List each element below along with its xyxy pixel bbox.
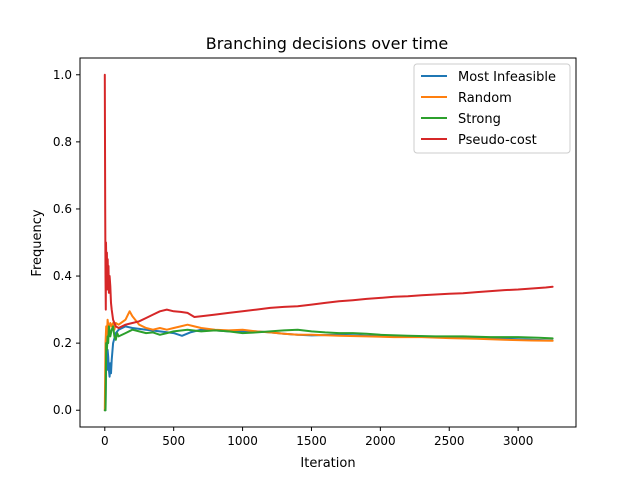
legend-box — [413, 63, 571, 154]
y-tick-label: 1.0 — [53, 68, 72, 82]
y-axis-label: Frequency — [30, 209, 45, 276]
x-tick-label: 2000 — [365, 434, 396, 448]
legend-label-strong: Strong — [458, 112, 501, 127]
legend-label-most-infeasible: Most Infeasible — [458, 70, 556, 85]
series-line-strong — [103, 325, 554, 412]
series-line-random — [103, 310, 554, 412]
legend-label-pseudo-cost: Pseudo-cost — [458, 133, 537, 148]
y-tick-label: 0.8 — [53, 135, 72, 149]
x-tick-label: 2500 — [434, 434, 465, 448]
plot-lines — [103, 73, 554, 412]
chart-title: Branching decisions over time — [206, 34, 449, 53]
series-line-pseudo-cost — [103, 73, 554, 329]
x-axis-label: Iteration — [300, 456, 355, 471]
x-axis: 0 500 1000 1500 2000 2500 3000 — [101, 427, 533, 448]
y-axis: 0.0 0.2 0.4 0.6 0.8 1.0 — [53, 68, 80, 417]
plot-frame — [79, 57, 577, 428]
x-tick-label: 1500 — [296, 434, 327, 448]
x-tick-label: 0 — [101, 434, 109, 448]
x-tick-label: 500 — [162, 434, 185, 448]
legend: Most Infeasible Random Strong Pseudo-cos… — [413, 63, 571, 154]
y-tick-label: 0.0 — [53, 403, 72, 417]
y-tick-label: 0.4 — [53, 269, 72, 283]
y-tick-label: 0.6 — [53, 202, 72, 216]
y-tick-label: 0.2 — [53, 336, 72, 350]
x-tick-label: 1000 — [227, 434, 258, 448]
legend-label-random: Random — [458, 91, 512, 106]
x-tick-label: 3000 — [503, 434, 534, 448]
